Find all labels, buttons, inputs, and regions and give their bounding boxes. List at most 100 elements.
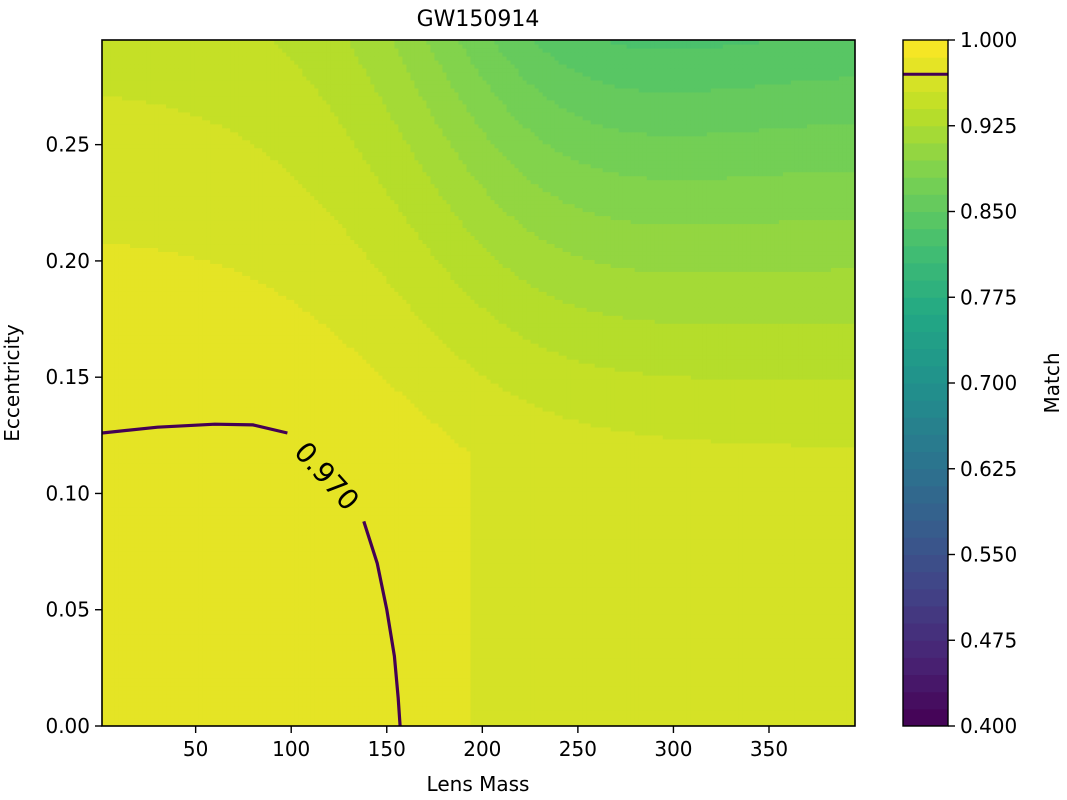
contour-cell (754, 714, 760, 719)
contour-cell (698, 654, 704, 659)
contour-cell (478, 622, 484, 627)
contour-cell (314, 722, 319, 726)
contour-cell (602, 662, 608, 667)
contour-cell (770, 718, 776, 723)
contour-cell (330, 654, 335, 659)
contour-cell (654, 686, 660, 691)
contour-cell (618, 662, 624, 667)
contour-cell (558, 722, 564, 726)
contour-cell (262, 650, 267, 655)
contour-cell (630, 718, 636, 723)
contour-cell (710, 662, 716, 667)
contour-cell (394, 654, 399, 659)
contour-cell (446, 682, 452, 687)
contour-cell (614, 658, 620, 663)
contour-cell (742, 722, 748, 726)
contour-cell (466, 714, 472, 719)
contour-cell (550, 714, 556, 719)
contour-cell (790, 686, 796, 691)
contour-cell (766, 678, 772, 683)
contour-cell (434, 658, 440, 663)
contour-cell (790, 706, 796, 711)
contour-cell (670, 630, 676, 635)
contour-cell (294, 678, 299, 683)
contour-cell (590, 698, 596, 703)
contour-cell (174, 674, 179, 679)
contour-cell (454, 678, 460, 683)
contour-cell (530, 706, 536, 711)
contour-cell (486, 662, 492, 667)
contour-cell (622, 622, 628, 627)
contour-cell (598, 674, 604, 679)
contour-cell (246, 638, 251, 643)
contour-cell (358, 658, 363, 663)
contour-cell (210, 722, 215, 726)
contour-cell (406, 618, 412, 623)
contour-cell (674, 678, 680, 683)
contour-cell (374, 658, 379, 663)
contour-cell (466, 694, 472, 699)
contour-cell (390, 694, 395, 699)
contour-cell (482, 714, 488, 719)
contour-cell (774, 714, 780, 719)
contour-cell (774, 642, 780, 647)
contour-cell (410, 710, 416, 715)
contour-cell (842, 674, 848, 679)
contour-cell (538, 690, 544, 695)
contour-cell (294, 658, 299, 663)
contour-cell (502, 654, 508, 659)
contour-cell (422, 630, 428, 635)
contour-cell (638, 698, 644, 703)
contour-cell (302, 634, 307, 639)
contour-cell (746, 674, 752, 679)
contour-cell (354, 662, 359, 667)
contour-cell (578, 706, 584, 711)
contour-cell (590, 642, 596, 647)
contour-cell (850, 718, 855, 723)
contour-cell (182, 714, 187, 719)
contour-cell (450, 722, 456, 726)
contour-cell (318, 654, 323, 659)
contour-cell (846, 714, 852, 719)
contour-cell (442, 710, 448, 715)
contour-cell (106, 706, 111, 711)
contour-cell (602, 690, 608, 695)
contour-cell (518, 690, 524, 695)
contour-cell (150, 662, 155, 667)
contour-cell (594, 662, 600, 667)
contour-cell (470, 682, 476, 687)
contour-cell (366, 634, 371, 639)
contour-cell (374, 718, 379, 723)
contour-cell (750, 658, 756, 663)
contour-cell (438, 698, 444, 703)
contour-cell (850, 646, 855, 651)
contour-cell (522, 658, 528, 663)
contour-cell (474, 622, 480, 627)
contour-cell (806, 710, 812, 715)
contour-cell (178, 618, 183, 623)
contour-cell (530, 682, 536, 687)
contour-cell (706, 710, 712, 715)
contour-cell (546, 630, 552, 635)
contour-cell (542, 678, 548, 683)
contour-cell (682, 622, 688, 627)
contour-cell (726, 630, 732, 635)
contour-cell (366, 650, 371, 655)
contour-cell (842, 654, 848, 659)
contour-cell (786, 650, 792, 655)
contour-cell (294, 722, 299, 726)
contour-cell (446, 666, 452, 671)
contour-cell (102, 690, 107, 695)
contour-cell (454, 714, 460, 719)
contour-cell (134, 690, 139, 695)
contour-cell (358, 634, 363, 639)
contour-cell (262, 722, 267, 726)
contour-cell (102, 682, 107, 687)
contour-cell (194, 618, 199, 623)
contour-cell (646, 638, 652, 643)
contour-cell (710, 694, 716, 699)
contour-cell (502, 638, 508, 643)
contour-cell (814, 634, 820, 639)
contour-cell (574, 666, 580, 671)
contour-cell (390, 622, 395, 627)
